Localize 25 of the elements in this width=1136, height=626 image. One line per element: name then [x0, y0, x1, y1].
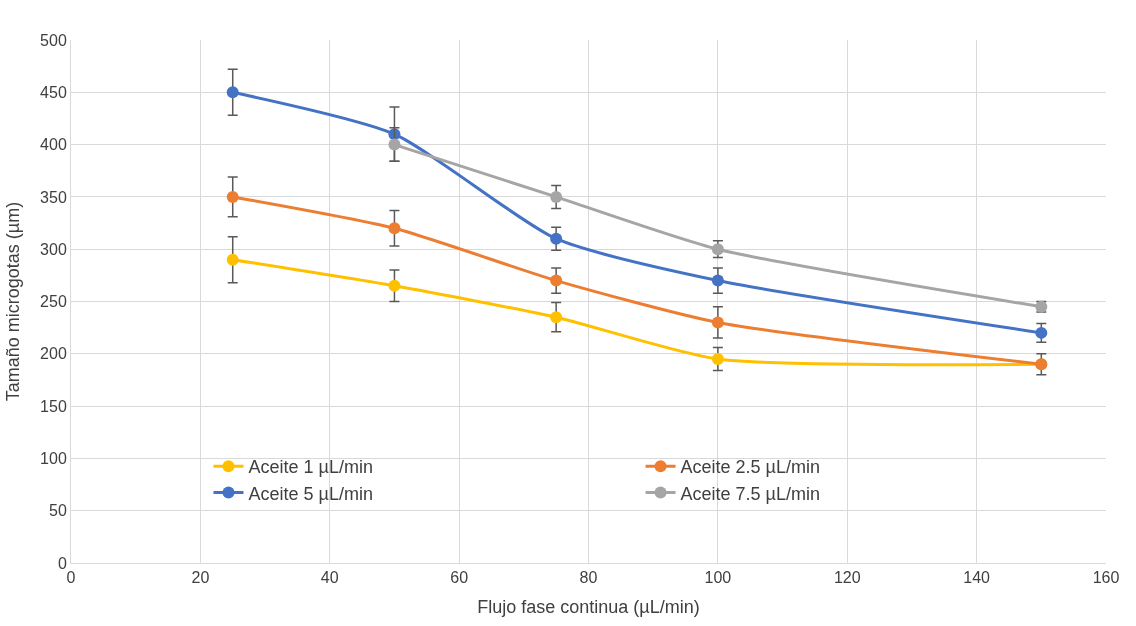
- x-tick-label: 160: [1092, 569, 1120, 587]
- legend-label: Aceite 1 µL/min: [248, 457, 373, 478]
- legend-label: Aceite 2.5 µL/min: [680, 457, 821, 478]
- x-tick-label: 60: [450, 569, 469, 587]
- y-tick-label: 50: [49, 502, 67, 520]
- x-axis-title: Flujo fase continua (µL/min): [477, 597, 700, 618]
- x-tick-label: 140: [963, 569, 991, 587]
- legend-label: Aceite 5 µL/min: [248, 483, 373, 504]
- x-tick-label: 40: [320, 569, 339, 587]
- y-tick-label: 400: [40, 136, 67, 154]
- legend-label: Aceite 7.5 µL/min: [680, 483, 821, 504]
- y-tick-label: 150: [40, 397, 67, 415]
- y-tick-label: 250: [40, 293, 67, 311]
- y-tick-label: 0: [57, 554, 67, 572]
- x-tick-label: 100: [704, 569, 732, 587]
- x-tick-label: 80: [579, 569, 598, 587]
- x-tick-label: 20: [191, 569, 210, 587]
- y-tick-label: 350: [40, 188, 67, 206]
- x-tick-label: 120: [833, 569, 861, 587]
- y-tick-label: 500: [40, 31, 67, 49]
- y-tick-label: 450: [40, 83, 67, 101]
- y-tick-label: 300: [40, 240, 67, 258]
- y-axis-title: Tamaño microgotas (µm): [3, 201, 24, 402]
- y-tick-label: 100: [40, 450, 67, 467]
- y-tick-label: 200: [40, 345, 67, 363]
